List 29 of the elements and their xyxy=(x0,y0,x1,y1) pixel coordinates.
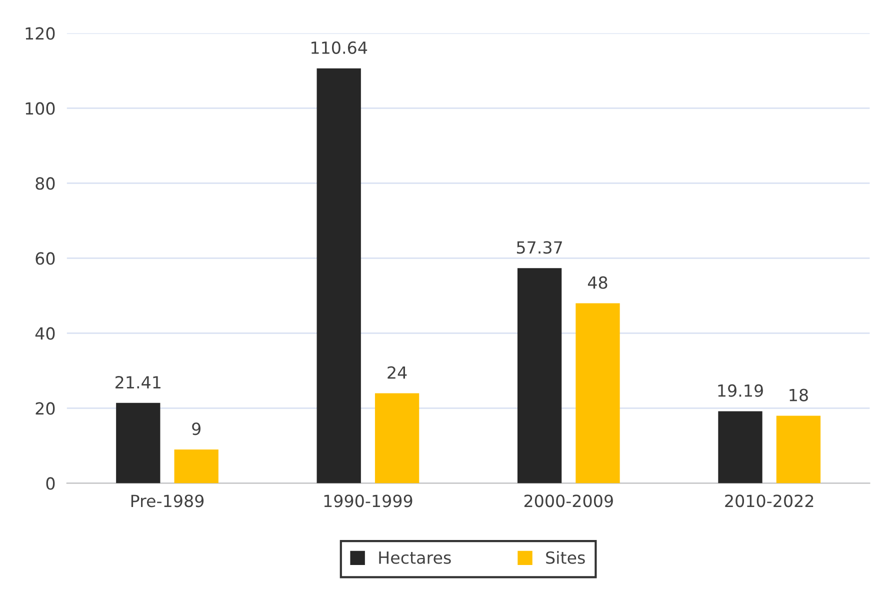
bar xyxy=(776,416,821,484)
x-tick-label: 1990-1999 xyxy=(324,494,412,508)
data-label: 9 xyxy=(192,422,200,436)
bar xyxy=(576,303,620,484)
bar xyxy=(116,402,160,484)
data-label: 110.64 xyxy=(312,41,368,54)
y-tick-label: 100 xyxy=(26,102,55,115)
data-label: 57.37 xyxy=(516,241,562,254)
y-tick-label: 40 xyxy=(35,327,55,340)
y-tick-label: 80 xyxy=(36,177,55,190)
y-tick-label: 120 xyxy=(26,27,55,40)
bar xyxy=(718,411,762,484)
legend-label: Sites xyxy=(546,551,585,564)
data-label: 24 xyxy=(388,366,407,379)
legend-label: Hectares xyxy=(379,552,451,564)
data-label: 19.19 xyxy=(718,384,763,397)
y-tick-label: 0 xyxy=(46,477,55,490)
bar xyxy=(174,449,218,484)
bar xyxy=(316,68,361,484)
x-tick-label: Pre-1989 xyxy=(131,494,204,508)
x-tick-label: 2000-2009 xyxy=(524,494,613,508)
data-label: 18 xyxy=(790,388,808,402)
x-tick-label: 2010-2022 xyxy=(725,494,814,508)
y-tick-label: 60 xyxy=(36,252,55,265)
y-tick-label: 20 xyxy=(36,402,55,415)
data-label: 48 xyxy=(588,276,608,289)
bar xyxy=(517,268,562,484)
data-label: 21.41 xyxy=(116,376,160,388)
bar xyxy=(374,393,420,484)
